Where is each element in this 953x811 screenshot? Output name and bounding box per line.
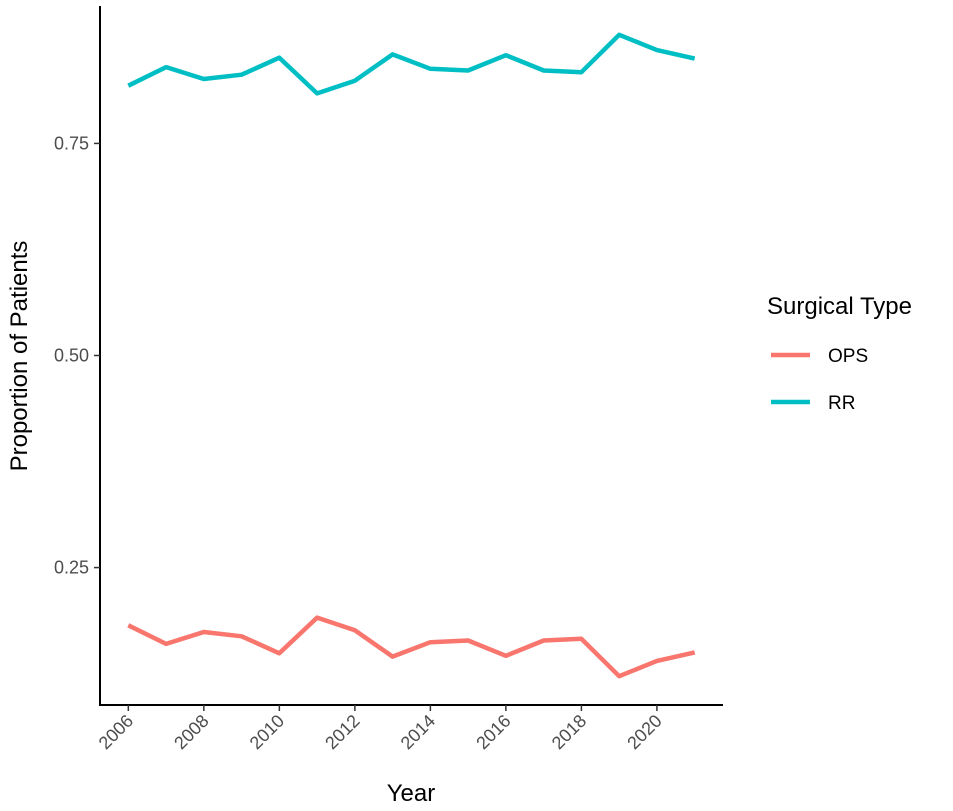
x-tick-label: 2006 xyxy=(95,711,137,753)
x-tick-label: 2010 xyxy=(246,711,288,753)
y-ticks: 0.25 0.50 0.75 xyxy=(54,133,100,578)
y-tick-label: 0.75 xyxy=(54,133,89,153)
x-tick-label: 2020 xyxy=(623,711,665,753)
legend-label-ops: OPS xyxy=(828,346,868,367)
x-axis: 2006 2008 2010 2012 2014 2016 2018 2020 xyxy=(95,704,723,753)
series-line-ops xyxy=(127,615,696,679)
legend-label-rr: RR xyxy=(828,393,855,414)
y-tick-label: 0.25 xyxy=(54,558,89,578)
legend-entries: OPS RR xyxy=(771,346,868,414)
x-axis-title: Year xyxy=(387,780,436,807)
x-tick-label: 2012 xyxy=(321,711,363,753)
plot-area xyxy=(127,32,696,679)
legend: Surgical Type OPS RR xyxy=(767,293,912,414)
y-tick-label: 0.50 xyxy=(54,346,89,366)
legend-title: Surgical Type xyxy=(767,293,912,320)
series-line-rr xyxy=(127,32,696,96)
x-tick-label: 2016 xyxy=(472,711,514,753)
series-layer xyxy=(127,32,696,679)
x-tick-label: 2008 xyxy=(170,711,212,753)
x-tick-label: 2014 xyxy=(397,711,439,753)
y-axis: 0.25 0.50 0.75 xyxy=(54,6,101,706)
x-ticks: 2006 2008 2010 2012 2014 2016 2018 2020 xyxy=(95,705,666,753)
y-axis-title: Proportion of Patients xyxy=(6,241,33,472)
x-tick-label: 2018 xyxy=(548,711,590,753)
